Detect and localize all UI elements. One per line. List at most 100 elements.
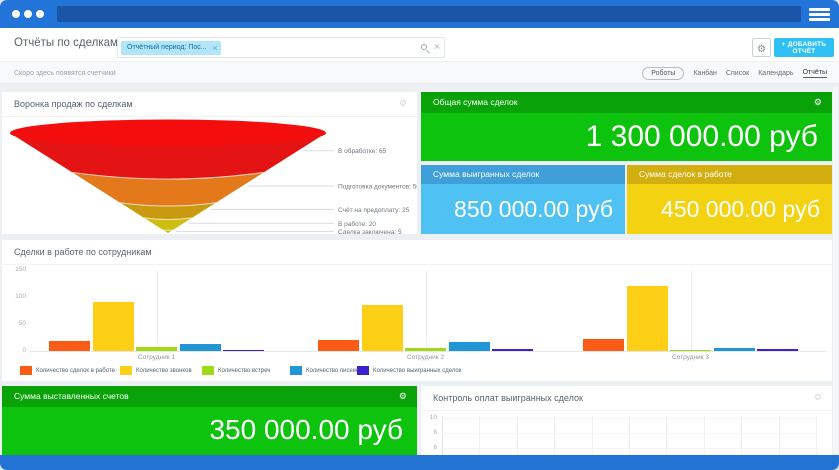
gridline <box>591 416 593 455</box>
address-bar[interactable] <box>57 6 801 22</box>
funnel-card-gear-icon[interactable]: ⚙ <box>398 98 407 108</box>
funnel-card: Воронка продаж по сделкам ⚙ В обработке:… <box>2 92 417 234</box>
bar-Сотрудник 3[interactable] <box>626 286 668 351</box>
category-label: Сотрудник 3 <box>672 354 709 361</box>
gridline <box>690 270 692 351</box>
tab-robots[interactable]: Роботы <box>642 67 685 80</box>
scrollbar-track[interactable] <box>833 86 838 454</box>
window-control-dot[interactable] <box>36 10 44 18</box>
invoices-title: Сумма выставленных счетов <box>14 391 129 401</box>
funnel-stage-label: Сделка заключена: 5 <box>338 229 402 234</box>
legend-swatch <box>202 366 214 375</box>
menu-icon[interactable] <box>809 8 830 21</box>
funnel-top-ellipse <box>10 119 326 147</box>
inwork-deals-value: 450 000.00 руб <box>661 196 820 222</box>
legend-swatch <box>357 366 369 375</box>
employees-chart-card: Сделки в работе по сотрудникам 0 50 100 150… <box>2 240 832 381</box>
settings-button[interactable]: ⚙ <box>752 38 771 57</box>
legend-label: Количество встреч <box>218 367 271 374</box>
legend-label: Количество сделок в работе <box>36 367 115 374</box>
funnel-stage[interactable] <box>72 172 264 207</box>
won-deals-title: Сумма выигранных сделок <box>433 169 540 179</box>
legend-item[interactable]: Количество сделок в работе <box>20 366 115 375</box>
bar-Сотрудник 2[interactable] <box>318 340 359 351</box>
y-axis-tick: 0 <box>22 347 26 354</box>
gridline <box>703 416 705 455</box>
gridline <box>666 416 668 455</box>
filter-chip[interactable]: Отчётный период: Пос... × <box>121 41 221 55</box>
filter-clear-icon[interactable]: × <box>434 42 440 53</box>
won-deals-body: 850 000.00 руб <box>421 184 625 234</box>
window-control-dot[interactable] <box>24 10 32 18</box>
bar-Сотрудник 1[interactable] <box>49 341 90 351</box>
bar-Сотрудник 2[interactable] <box>361 305 403 351</box>
bar-Сотрудник 3[interactable] <box>583 339 624 351</box>
gridline <box>479 416 481 455</box>
y-axis-tick: 6 <box>433 444 437 451</box>
legend-item[interactable]: Количество выигранных сделок <box>357 366 461 375</box>
search-icon[interactable] <box>421 44 427 50</box>
window-controls[interactable] <box>12 10 44 18</box>
gridline <box>816 416 817 455</box>
bar-Сотрудник 1[interactable] <box>179 343 221 351</box>
browser-topbar <box>0 0 839 28</box>
legend-swatch <box>20 366 32 375</box>
funnel-stage-label: В обработке: 65 <box>338 147 387 155</box>
filter-search-input[interactable]: Отчётный период: Пос... × × <box>117 37 445 58</box>
bar-Сотрудник 3[interactable] <box>670 349 711 351</box>
category-label: Сотрудник 2 <box>407 354 444 361</box>
legend-swatch <box>120 366 132 375</box>
employees-card-title: Сделки в работе по сотрудникам <box>14 247 152 257</box>
funnel-stage-label: Подготовка документов: 50 <box>338 184 417 191</box>
bar-Сотрудник 1[interactable] <box>223 349 264 351</box>
view-tabs: Роботы Канбан Список Календарь Отчёты <box>642 62 827 85</box>
legend-item[interactable]: Количество писем <box>290 366 357 375</box>
gridline <box>425 270 427 351</box>
bar-Сотрудник 3[interactable] <box>757 349 798 351</box>
inwork-deals-header: Сумма сделок в работе <box>627 165 832 184</box>
tab-calendar[interactable]: Календарь <box>758 70 794 77</box>
bar-Сотрудник 2[interactable] <box>448 342 490 351</box>
funnel-stage[interactable] <box>163 229 173 233</box>
gear-icon[interactable]: ⚙ <box>813 97 822 107</box>
tab-kanban[interactable]: Канбан <box>693 70 717 77</box>
y-axis-tick: 50 <box>18 320 26 327</box>
legend-item[interactable]: Количество звонков <box>120 366 192 375</box>
funnel-card-title: Воронка продаж по сделкам <box>14 99 133 109</box>
bar-Сотрудник 2[interactable] <box>492 349 533 351</box>
funnel-stage[interactable] <box>144 217 192 231</box>
gear-icon[interactable]: ⚙ <box>398 391 407 401</box>
chip-close-icon[interactable]: × <box>212 43 218 53</box>
counters-strip: Скоро здесь появятся счетчики Роботы Кан… <box>0 61 839 84</box>
invoices-header: Сумма выставленных счетов ⚙ <box>2 386 417 407</box>
gridline <box>442 418 819 419</box>
favorite-star-icon[interactable]: ☆ <box>103 39 113 51</box>
legend-label: Количество звонков <box>136 367 192 374</box>
funnel-stage[interactable] <box>120 202 216 220</box>
legend-item[interactable]: Количество встреч <box>202 366 270 375</box>
gridline <box>778 416 780 455</box>
add-report-button[interactable]: + ДОБАВИТЬ ОТЧЁТ <box>774 38 834 57</box>
won-deals-header: Сумма выигранных сделок <box>421 165 625 184</box>
bar-Сотрудник 1[interactable] <box>136 347 177 351</box>
total-deals-body: 1 300 000.00 руб <box>421 113 832 161</box>
window-control-dot[interactable] <box>12 10 20 18</box>
y-axis-tick: 150 <box>15 266 26 273</box>
tab-reports[interactable]: Отчёты <box>802 69 827 78</box>
gridline <box>554 416 556 455</box>
page-header: Отчёты по сделкам ☆ Отчётный период: Пос… <box>0 28 839 61</box>
total-deals-value: 1 300 000.00 руб <box>585 120 818 153</box>
legend-label: Количество писем <box>306 367 357 374</box>
bar-Сотрудник 1[interactable] <box>92 302 134 351</box>
sales-funnel-chart[interactable]: В обработке: 65 Подготовка документов: 50… <box>2 116 417 234</box>
won-deals-value: 850 000.00 руб <box>454 196 613 222</box>
y-axis-tick: 10 <box>429 414 437 421</box>
y-axis-tick: 8 <box>433 429 437 436</box>
tab-list[interactable]: Список <box>725 70 750 77</box>
bar-Сотрудник 2[interactable] <box>405 347 446 351</box>
funnel-stage-label: Счёт на предоплату: 25 <box>338 207 410 214</box>
funnel-stage-label: В работе: 20 <box>338 220 376 228</box>
payments-card-gear-icon[interactable]: ⚙ <box>813 392 822 402</box>
bar-Сотрудник 3[interactable] <box>713 347 755 351</box>
counters-hint: Скоро здесь появятся счетчики <box>14 70 116 77</box>
